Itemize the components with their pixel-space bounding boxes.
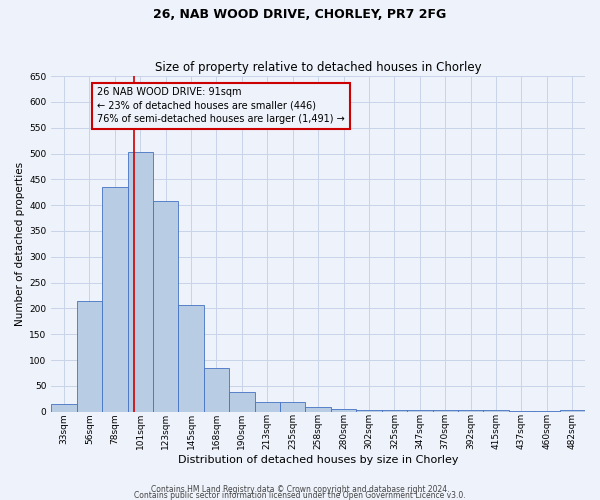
Bar xyxy=(331,409,356,412)
Bar xyxy=(433,410,458,412)
Bar xyxy=(280,402,305,411)
Bar xyxy=(102,187,128,412)
Bar xyxy=(204,368,229,412)
Bar xyxy=(382,410,407,412)
Text: Contains public sector information licensed under the Open Government Licence v3: Contains public sector information licen… xyxy=(134,491,466,500)
Bar xyxy=(407,410,433,412)
Bar xyxy=(51,404,77,411)
Text: 26 NAB WOOD DRIVE: 91sqm
← 23% of detached houses are smaller (446)
76% of semi-: 26 NAB WOOD DRIVE: 91sqm ← 23% of detach… xyxy=(97,88,345,124)
Title: Size of property relative to detached houses in Chorley: Size of property relative to detached ho… xyxy=(155,60,481,74)
Text: 26, NAB WOOD DRIVE, CHORLEY, PR7 2FG: 26, NAB WOOD DRIVE, CHORLEY, PR7 2FG xyxy=(154,8,446,20)
X-axis label: Distribution of detached houses by size in Chorley: Distribution of detached houses by size … xyxy=(178,455,458,465)
Text: Contains HM Land Registry data © Crown copyright and database right 2024.: Contains HM Land Registry data © Crown c… xyxy=(151,485,449,494)
Bar xyxy=(305,406,331,412)
Bar xyxy=(509,410,534,412)
Bar xyxy=(254,402,280,411)
Bar xyxy=(229,392,254,411)
Bar xyxy=(560,410,585,412)
Bar xyxy=(153,201,178,412)
Bar xyxy=(178,305,204,412)
Bar xyxy=(128,152,153,412)
Bar xyxy=(484,410,509,412)
Bar xyxy=(77,300,102,412)
Y-axis label: Number of detached properties: Number of detached properties xyxy=(15,162,25,326)
Bar xyxy=(534,410,560,412)
Bar xyxy=(458,410,484,412)
Bar xyxy=(356,410,382,412)
